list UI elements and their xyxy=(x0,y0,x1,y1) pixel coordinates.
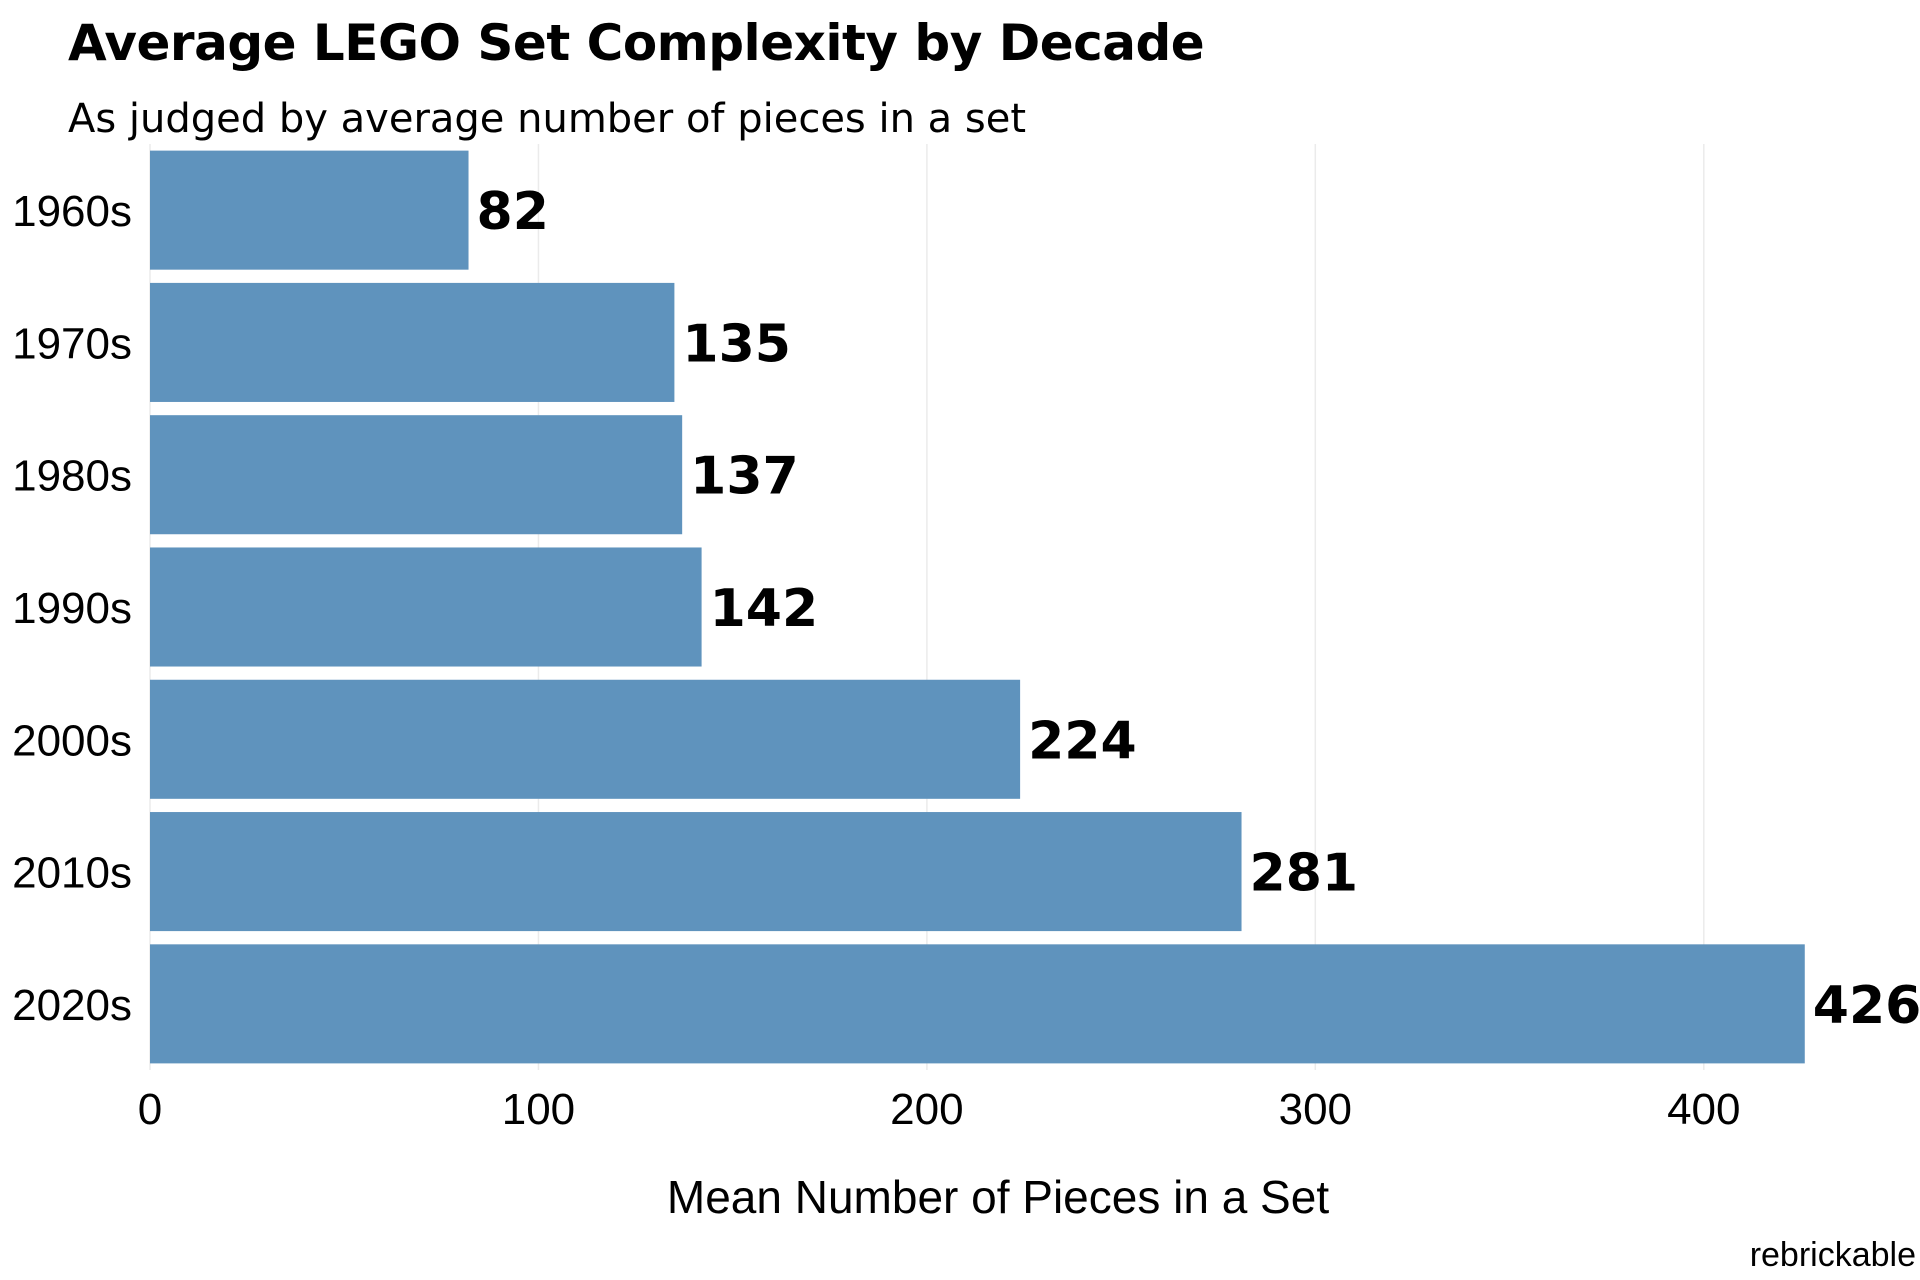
category-label-1960s: 1960s xyxy=(12,187,132,236)
chart-title: Average LEGO Set Complexity by Decade xyxy=(68,14,1205,72)
chart-subtitle: As judged by average number of pieces in… xyxy=(68,96,1027,142)
value-label-2010s: 281 xyxy=(1250,844,1359,904)
bar-2020s xyxy=(150,944,1805,1064)
value-label-2000s: 224 xyxy=(1028,711,1137,771)
bars xyxy=(150,150,1805,1064)
bar-1990s xyxy=(150,547,702,667)
x-tick-label: 300 xyxy=(1279,1085,1352,1134)
x-tick-label: 400 xyxy=(1667,1085,1740,1134)
category-label-2010s: 2010s xyxy=(12,849,132,898)
bar-2000s xyxy=(150,679,1021,799)
value-label-1990s: 142 xyxy=(710,579,819,639)
bar-1960s xyxy=(150,150,469,270)
category-label-1970s: 1970s xyxy=(12,319,132,368)
category-label-1980s: 1980s xyxy=(12,452,132,501)
caption: rebrickable xyxy=(1749,1236,1916,1274)
x-tick-labels: 0 100 200 300 400 xyxy=(138,1085,1741,1134)
x-axis-title: Mean Number of Pieces in a Set xyxy=(667,1171,1329,1223)
value-label-2020s: 426 xyxy=(1813,976,1920,1036)
bar-2010s xyxy=(150,812,1242,932)
x-tick-label: 200 xyxy=(890,1085,963,1134)
x-tick-label: 100 xyxy=(502,1085,575,1134)
category-labels: 1960s 1970s 1980s 1990s 2000s 2010s 2020s xyxy=(12,187,132,1030)
value-label-1970s: 135 xyxy=(682,314,791,374)
bar-1980s xyxy=(150,415,683,535)
value-labels: 82 135 137 142 224 281 426 xyxy=(477,182,1920,1036)
category-label-1990s: 1990s xyxy=(12,584,132,633)
bar-1970s xyxy=(150,282,675,402)
value-label-1980s: 137 xyxy=(690,447,799,507)
category-label-2000s: 2000s xyxy=(12,716,132,765)
value-label-1960s: 82 xyxy=(477,182,549,242)
category-label-2020s: 2020s xyxy=(12,981,132,1030)
x-tick-label: 0 xyxy=(138,1085,162,1134)
